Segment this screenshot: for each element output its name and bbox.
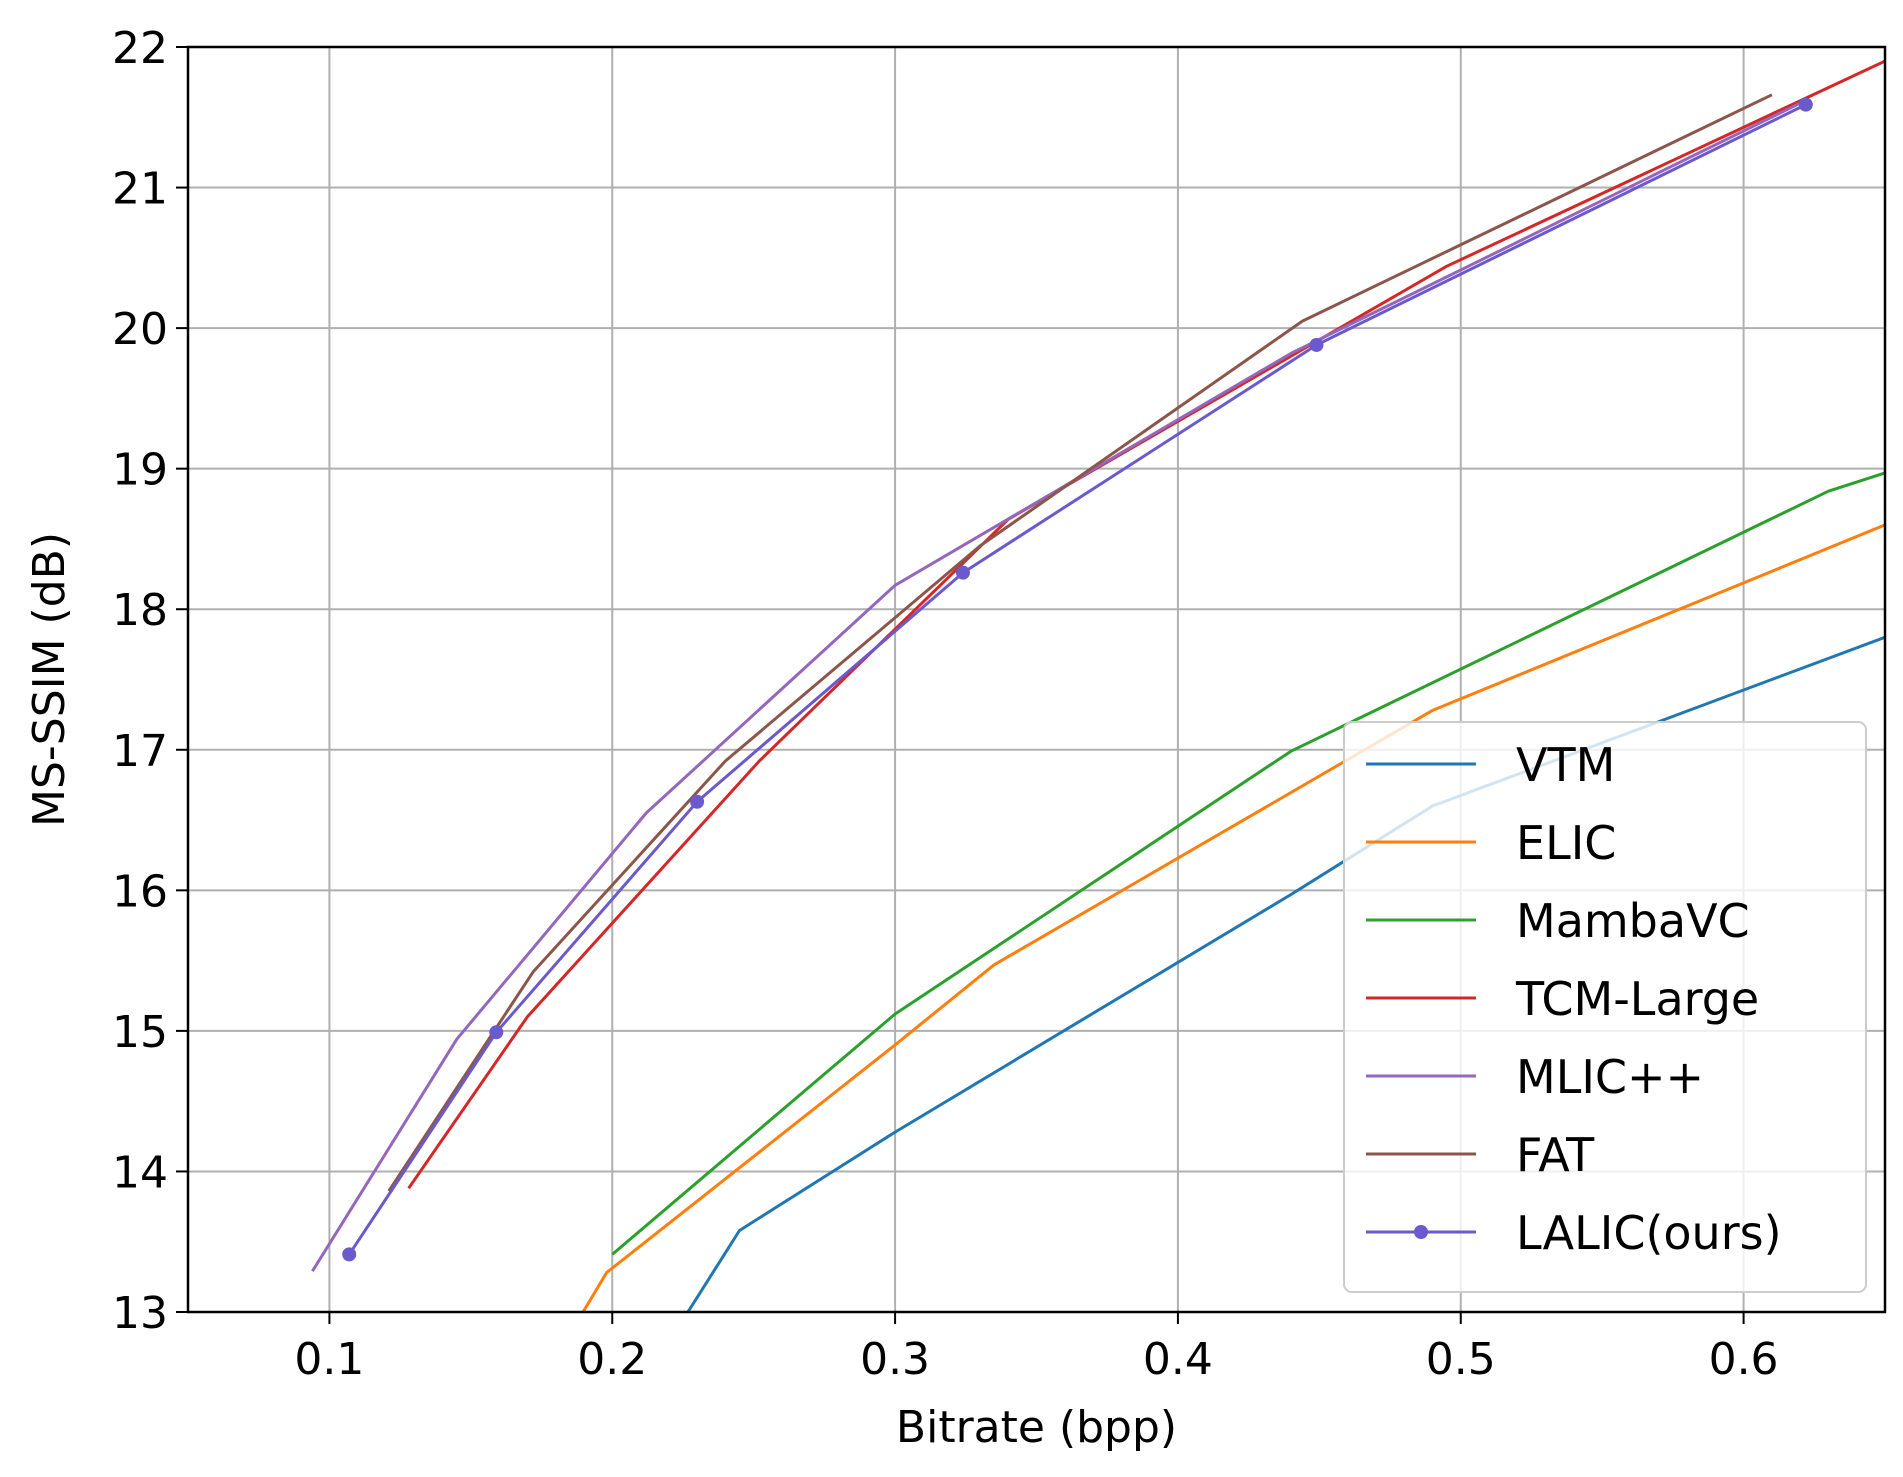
series-line-fat xyxy=(387,93,1773,1192)
data-point-lalic-ours xyxy=(955,565,970,580)
series-fat xyxy=(387,93,1773,1192)
legend-item-fat: FAT xyxy=(1366,1128,1595,1182)
x-tick-label: 0.2 xyxy=(577,1334,647,1385)
legend-marker xyxy=(1414,1225,1428,1239)
x-tick-label: 0.4 xyxy=(1143,1334,1213,1385)
y-tick-label: 14 xyxy=(112,1147,168,1198)
axis-ticks: 0.1 0.2 0.3 0.4 0.5 0.6 13 14 15 16 17 18 19 20 21 22 xyxy=(112,23,1779,1385)
data-point-lalic-ours xyxy=(489,1025,504,1040)
series-lalic-ours xyxy=(342,97,1813,1262)
series-mlic xyxy=(311,101,1801,1272)
legend-label: MambaVC xyxy=(1516,894,1750,948)
y-tick-label: 13 xyxy=(112,1288,168,1339)
x-tick-label: 0.1 xyxy=(294,1334,364,1385)
y-tick-label: 21 xyxy=(112,164,168,215)
series-line-mambavc xyxy=(611,471,1885,1256)
data-point-lalic-ours xyxy=(1309,337,1324,352)
y-tick-label: 22 xyxy=(112,23,168,74)
legend: VTM ELIC MambaVC TCM-Large MLIC++ FAT LALIC(ou… xyxy=(1343,721,1867,1293)
y-tick-label: 20 xyxy=(112,304,168,355)
plot-lines xyxy=(311,59,1885,1312)
series-line-elic xyxy=(581,523,1885,1312)
legend-label: FAT xyxy=(1516,1128,1595,1182)
data-point-lalic-ours xyxy=(690,794,705,809)
y-tick-label: 17 xyxy=(112,726,168,777)
legend-item-mlic: MLIC++ xyxy=(1366,1050,1704,1104)
data-point-lalic-ours xyxy=(342,1247,357,1262)
y-axis-title: MS-SSIM (dB) xyxy=(24,532,75,827)
y-tick-label: 16 xyxy=(112,866,168,917)
legend-label: MLIC++ xyxy=(1516,1050,1704,1104)
y-tick-label: 19 xyxy=(112,445,168,496)
legend-label: TCM-Large xyxy=(1515,972,1759,1026)
series-elic xyxy=(581,523,1885,1312)
x-tick-label: 0.5 xyxy=(1426,1334,1496,1385)
x-axis-title: Bitrate (bpp) xyxy=(896,1402,1177,1453)
x-tick-label: 0.6 xyxy=(1709,1334,1779,1385)
legend-label: LALIC(ours) xyxy=(1516,1206,1782,1260)
series-mambavc xyxy=(611,471,1885,1256)
y-tick-label: 15 xyxy=(112,1007,168,1058)
legend-box xyxy=(1343,721,1867,1293)
data-point-lalic-ours xyxy=(1798,97,1813,112)
legend-item-lalic-ours: LALIC(ours) xyxy=(1366,1206,1782,1260)
legend-label: ELIC xyxy=(1516,816,1616,870)
series-line-mlic xyxy=(311,101,1801,1272)
x-tick-label: 0.3 xyxy=(860,1334,930,1385)
legend-item-vtm: VTM xyxy=(1366,738,1615,792)
plot-frame xyxy=(186,45,1887,1314)
y-tick-label: 18 xyxy=(112,585,168,636)
series-line-lalic-ours xyxy=(347,103,1807,1256)
legend-item-mambavc: MambaVC xyxy=(1366,894,1750,948)
legend-item-tcm-large: TCM-Large xyxy=(1366,972,1759,1026)
legend-item-elic: ELIC xyxy=(1366,816,1616,870)
legend-label: VTM xyxy=(1516,738,1615,792)
